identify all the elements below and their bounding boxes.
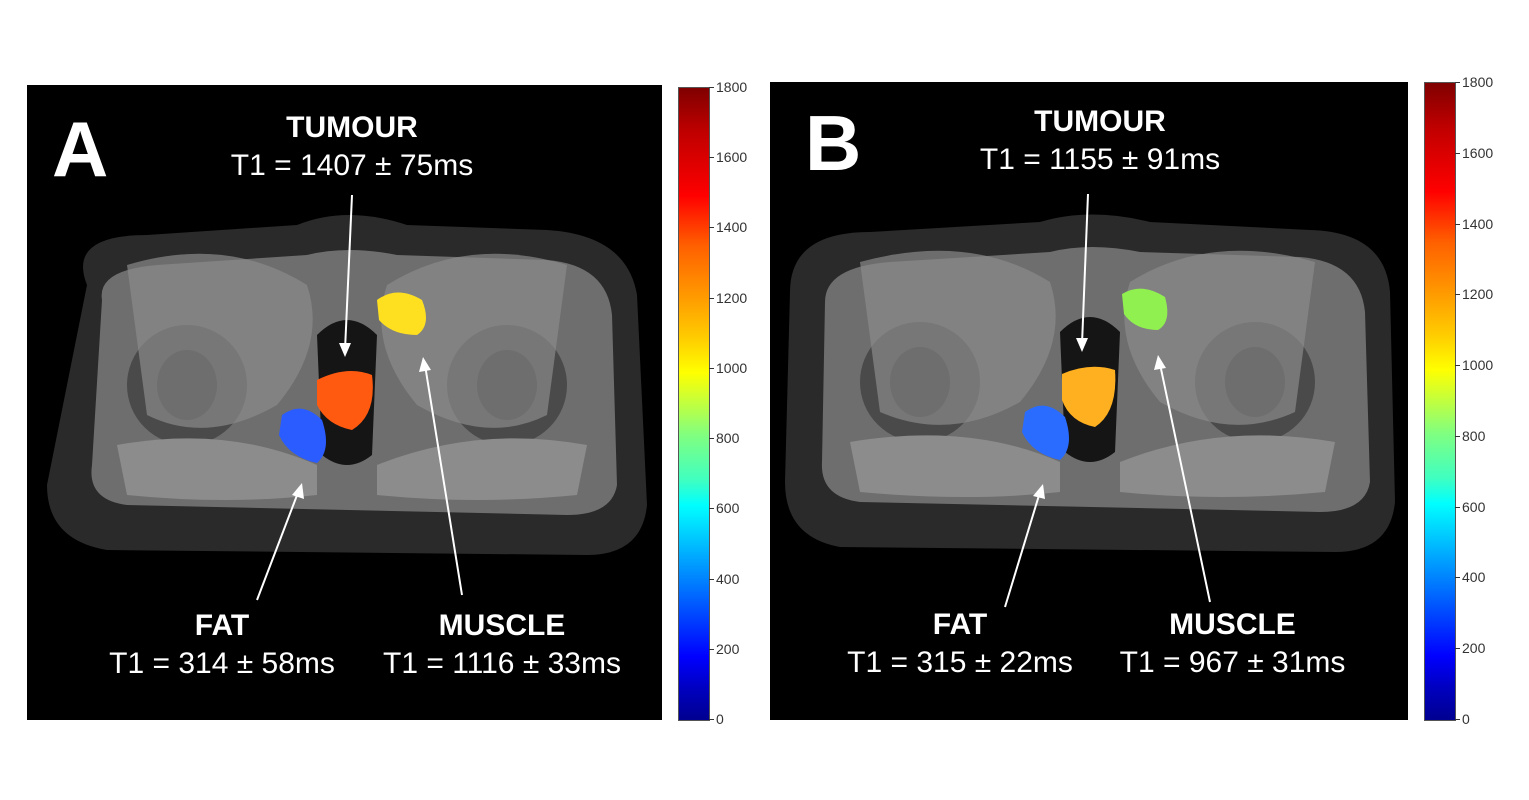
colorbar-tick-label: 1200 [1462, 286, 1494, 303]
muscle-name: MUSCLE [438, 609, 566, 642]
colorbar-gradient [1424, 82, 1456, 721]
colorbar-tickmark [709, 367, 714, 369]
muscle-label: MUSCLE T1 = 967 ± 31ms [1100, 607, 1365, 683]
fat-name: FAT [194, 609, 250, 642]
muscle-roi-a [377, 292, 426, 335]
colorbar-tick-label: 1800 [716, 79, 748, 95]
fat-label: FAT T1 = 315 ± 22ms [835, 607, 1085, 683]
tumour-roi-b [1062, 366, 1116, 427]
fat-value: T1 = 315 ± 22ms [847, 646, 1073, 679]
colorbar-tickmark [1455, 435, 1460, 437]
fat-label: FAT T1 = 314 ± 58ms [97, 608, 347, 684]
colorbar-tickmark [1455, 719, 1460, 720]
colorbar-tickmark [709, 648, 714, 650]
colorbar-tickmark [1455, 648, 1460, 650]
tumour-roi-a [317, 371, 373, 430]
colorbar-gradient [678, 87, 710, 721]
colorbar-tickmark [1455, 294, 1460, 296]
colorbar-tickmark [709, 438, 714, 440]
tumour-label: TUMOUR T1 = 1155 ± 91ms [960, 104, 1240, 180]
colorbar-tickmark [709, 297, 714, 299]
tumour-label: TUMOUR T1 = 1407 ± 75ms [217, 110, 487, 186]
colorbar-tick-label: 800 [1462, 427, 1486, 444]
fat-value: T1 = 314 ± 58ms [109, 647, 335, 680]
panel-b: B TUMOUR T1 = 1155 ± 91ms FAT T1 = 315 ±… [770, 82, 1408, 720]
colorbar-tick-label: 800 [716, 430, 740, 447]
colorbar-tickmark [1455, 152, 1460, 154]
colorbar-tick-label: 1600 [1462, 144, 1494, 161]
muscle-label: MUSCLE T1 = 1116 ± 33ms [367, 608, 637, 684]
colorbar-a: 1800 1600 1400 1200 1000 800 600 400 200 0 [678, 80, 748, 727]
tumour-value: T1 = 1155 ± 91ms [979, 143, 1221, 176]
colorbar-tick-label: 400 [716, 570, 740, 587]
colorbar-tickmark [709, 227, 714, 229]
tumour-value: T1 = 1407 ± 75ms [230, 149, 474, 182]
tumour-name: TUMOUR [286, 111, 418, 144]
colorbar-tick-label: 0 [716, 711, 724, 727]
tumour-name: TUMOUR [1034, 105, 1166, 138]
colorbar-tick-label: 600 [1462, 498, 1486, 515]
panel-letter: B [805, 99, 862, 187]
colorbar-tickmark [1455, 223, 1460, 225]
fat-roi-b [1022, 405, 1069, 460]
colorbar-tick-label: 600 [716, 500, 740, 517]
colorbar-tick-label: 1400 [1462, 215, 1494, 232]
panel-letter: A [52, 105, 109, 193]
colorbar-tick-label: 1400 [716, 219, 748, 236]
colorbar-tick-label: 200 [716, 640, 740, 657]
colorbar-tick-label: 1800 [1462, 74, 1494, 90]
colorbar-tickmark [709, 87, 714, 88]
colorbar-tick-label: 400 [1462, 569, 1486, 586]
colorbar-tickmark [1455, 577, 1460, 579]
colorbar-tick-label: 200 [1462, 640, 1486, 657]
colorbar-tick-label: 1200 [716, 289, 748, 306]
fat-name: FAT [932, 608, 988, 641]
fat-roi-a [279, 408, 326, 463]
colorbar-tickmark [1455, 365, 1460, 367]
mri-scan-b [785, 193, 1395, 608]
colorbar-tickmark [709, 578, 714, 580]
muscle-name: MUSCLE [1169, 608, 1296, 641]
muscle-value: T1 = 1116 ± 33ms [383, 647, 621, 680]
colorbar-tick-label: 0 [1462, 711, 1470, 727]
colorbar-tick-label: 1600 [716, 149, 748, 166]
muscle-value: T1 = 967 ± 31ms [1119, 646, 1346, 679]
colorbar-tickmark [709, 157, 714, 159]
colorbar-tickmark [1455, 82, 1460, 83]
panel-a: A TUMOUR T1 = 1407 ± 75ms FAT T1 = 314 ±… [27, 85, 662, 720]
colorbar-tick-label: 1000 [1462, 357, 1494, 374]
colorbar-tick-label: 1000 [716, 359, 748, 376]
muscle-roi-b [1122, 288, 1168, 330]
colorbar-tickmark [709, 719, 714, 720]
mri-scan-a [47, 194, 647, 601]
colorbar-tickmark [709, 508, 714, 510]
colorbar-tickmark [1455, 506, 1460, 508]
colorbar-b: 1800 1600 1400 1200 1000 800 600 400 200 0 [1424, 75, 1494, 727]
